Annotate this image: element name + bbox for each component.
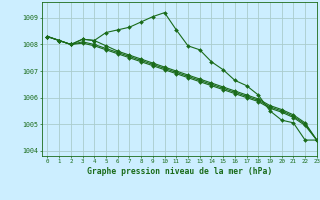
X-axis label: Graphe pression niveau de la mer (hPa): Graphe pression niveau de la mer (hPa)	[87, 167, 272, 176]
